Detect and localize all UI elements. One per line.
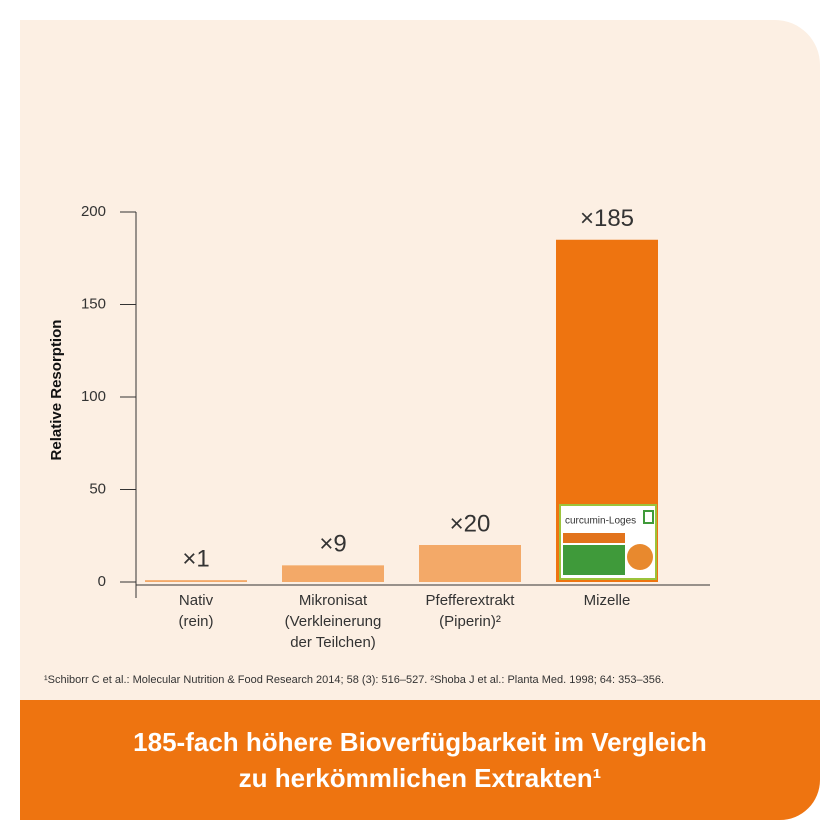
value-label: ×9 <box>319 531 346 558</box>
value-label: ×20 <box>450 510 491 537</box>
y-tick-label: 200 <box>81 203 106 220</box>
x-tick-label: Nativ (rein) <box>178 592 214 630</box>
x-tick-label: Mizelle <box>583 592 631 609</box>
product-name: curcumin-Loges <box>565 516 636 527</box>
product-panel <box>563 545 625 575</box>
product-root <box>627 544 653 570</box>
y-tick-label: 50 <box>89 480 106 497</box>
y-axis-label: Relative Resorption <box>48 320 65 461</box>
x-tick-label: Mikronisat (Verkleinerung der Teilchen) <box>284 592 382 651</box>
product-stripe <box>563 533 625 543</box>
value-label: ×185 <box>580 205 634 232</box>
bar <box>419 545 521 582</box>
y-tick-label: 0 <box>98 573 106 590</box>
product-logo <box>643 510 654 524</box>
y-tick-label: 150 <box>81 295 106 312</box>
x-tick-label: Pfefferextrakt (Piperin)² <box>425 592 515 630</box>
y-tick-label: 100 <box>81 388 106 405</box>
headline: 185-fach höhere Bioverfügbarkeit im Verg… <box>133 727 707 793</box>
value-label: ×1 <box>182 545 209 572</box>
bar <box>145 580 247 582</box>
headline-band <box>20 700 820 820</box>
footnote: ¹Schiborr C et al.: Molecular Nutrition … <box>44 674 665 686</box>
bar <box>282 565 384 582</box>
